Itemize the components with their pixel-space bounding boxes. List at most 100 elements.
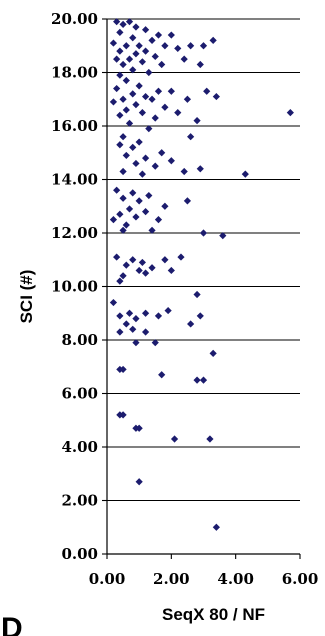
y-tick-label: 0.00 [61,545,98,563]
x-tick-label: 4.00 [217,570,254,588]
data-point [167,266,175,275]
data-point [135,42,143,50]
y-tick-label: 2.00 [61,492,98,510]
data-point [113,253,121,261]
data-point [187,133,195,141]
data-point [129,90,137,98]
data-point [154,312,163,320]
y-tick-label: 10.00 [51,278,98,296]
data-point [148,264,156,272]
data-point [125,205,134,213]
data-point [142,47,150,55]
data-point [116,28,124,36]
data-point [119,20,127,28]
data-point [142,26,150,34]
data-point [113,18,121,26]
data-point [209,36,217,44]
data-point [125,55,134,63]
data-point [138,58,146,66]
data-point [196,60,204,69]
data-point [129,189,137,197]
data-point [180,55,188,63]
data-point [119,133,127,141]
data-point [158,371,166,379]
data-point [122,76,130,85]
data-point [183,95,192,103]
x-tick-label: 0.00 [89,570,126,588]
data-point [241,170,249,178]
y-tick-label: 16.00 [51,117,98,135]
data-point [125,18,134,26]
data-point [119,60,127,69]
data-point [135,266,143,275]
data-point [122,42,130,50]
data-point [129,325,137,333]
data-point [119,95,127,103]
data-point [142,309,150,317]
x-tick-label: 2.00 [153,570,190,588]
data-point [196,165,204,173]
data-point [119,167,127,176]
data-point [158,60,166,69]
data-point [199,42,208,50]
data-point [125,309,134,317]
data-point [113,84,121,93]
data-point [212,92,220,101]
data-point [116,111,124,119]
data-point [203,87,211,95]
data-point [161,103,169,111]
data-point [219,232,227,240]
data-point [180,167,188,176]
data-point [154,216,163,224]
data-point [129,66,137,74]
data-point [119,365,127,374]
y-tick-labels: 0.00 2.00 4.00 6.00 8.00 10.00 12.00 14.00 16.00… [51,10,98,563]
data-point [199,376,208,384]
data-point [142,154,150,162]
data-point [122,261,130,269]
data-point [132,50,140,58]
data-point [199,229,208,237]
data-point [209,349,217,357]
data-point [129,34,137,42]
data-point [116,71,124,79]
data-point [196,312,204,320]
x-axis-title: SeqX 80 / NF [162,605,265,624]
data-point [154,31,163,39]
data-point [161,256,169,264]
panel-label: D [1,612,23,636]
data-point [132,101,140,109]
data-point [116,328,124,336]
data-point [132,213,140,221]
data-point [116,47,124,55]
data-point [135,197,143,205]
data-point [161,42,169,50]
data-point [151,114,159,122]
data-point [148,95,156,103]
data-point [119,226,127,234]
data-point [129,143,137,151]
data-point [151,162,159,170]
data-point [122,151,130,160]
data-point [151,52,159,61]
data-point [135,82,143,90]
data-point [167,87,175,95]
data-point [187,42,195,50]
data-point [167,31,175,39]
data-point [145,125,153,133]
data-point [135,424,143,432]
data-point [170,435,179,443]
data-point [109,39,118,47]
data-point [286,109,294,117]
data-point [119,272,127,280]
data-point [142,269,150,277]
data-point [138,109,146,117]
data-point [187,320,195,328]
y-tick-label: 8.00 [61,331,98,349]
data-point [116,312,124,320]
data-point [183,197,192,205]
y-tick-label: 20.00 [51,10,98,28]
y-tick-label: 6.00 [61,385,98,403]
data-point [154,87,163,95]
